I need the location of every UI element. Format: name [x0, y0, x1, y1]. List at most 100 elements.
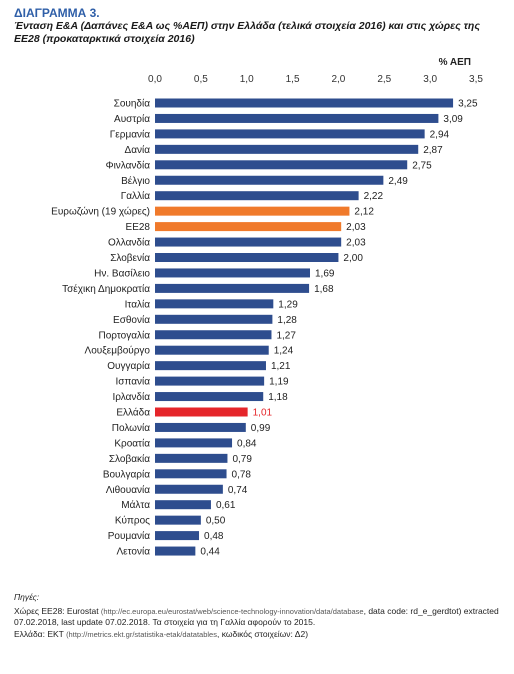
data-label: 0,74 — [228, 485, 248, 496]
data-label: 2,94 — [430, 129, 450, 140]
category-label: Μάλτα — [121, 499, 150, 511]
data-label: 2,12 — [354, 207, 374, 218]
bar — [155, 175, 384, 185]
data-label: 0,48 — [204, 531, 224, 542]
bar — [155, 222, 342, 232]
bar — [155, 361, 266, 371]
data-label: 0,99 — [251, 423, 271, 434]
category-label: Βέλγιο — [121, 175, 150, 187]
x-tick-label: 0,0 — [148, 74, 162, 85]
data-label: 2,03 — [346, 238, 366, 249]
data-label: 3,09 — [443, 114, 463, 125]
data-label: 2,49 — [388, 176, 408, 187]
bar — [155, 422, 246, 432]
sources-heading: Πηγές: — [14, 592, 40, 602]
data-label: 0,50 — [206, 516, 226, 527]
category-label: ΕΕ28 — [126, 222, 151, 233]
bar — [155, 484, 223, 494]
x-tick-label: 2,0 — [331, 74, 345, 85]
data-label: 0,61 — [216, 500, 236, 511]
category-label: Δανία — [125, 144, 151, 156]
category-label: Λετονία — [116, 546, 150, 558]
category-label: Ην. Βασίλειο — [94, 267, 150, 279]
data-label: 1,29 — [278, 299, 298, 310]
data-label: 1,01 — [253, 408, 273, 419]
data-label: 1,19 — [269, 377, 289, 388]
bar — [155, 299, 274, 309]
x-tick-label: 1,0 — [240, 74, 254, 85]
bar — [155, 453, 228, 463]
bar — [155, 237, 342, 247]
chart-number: ΔΙΑΓΡΑΜΜΑ 3. — [14, 6, 100, 20]
x-tick-label: 3,5 — [469, 74, 483, 85]
category-label: Ρουμανία — [108, 530, 150, 542]
category-label: Σλοβακία — [109, 453, 150, 465]
bar — [155, 392, 264, 402]
source-eurostat-url: (http://ec.europa.eu/eurostat/web/scienc… — [100, 606, 364, 616]
category-label: Τσέχικη Δημοκρατία — [62, 283, 150, 295]
bar — [155, 469, 227, 479]
chart-header: ΔΙΑΓΡΑΜΜΑ 3. Ένταση Ε&Α (Δαπάνες Ε&Α ως … — [14, 6, 504, 46]
data-label: 0,78 — [232, 469, 252, 480]
data-label: 1,24 — [274, 346, 294, 357]
category-label: Ιταλία — [125, 298, 151, 310]
source-ekt-prefix: Ελλάδα: ΕΚΤ — [14, 628, 67, 639]
data-label: 3,25 — [458, 99, 478, 110]
chart-title: Ένταση Ε&Α (Δαπάνες Ε&Α ως %ΑΕΠ) στην Ελ… — [14, 20, 480, 45]
bar — [155, 160, 408, 170]
data-label: 1,21 — [271, 361, 291, 372]
category-label: Γερμανία — [110, 128, 150, 140]
x-tick-label: 1,5 — [286, 74, 300, 85]
bar — [155, 407, 248, 417]
data-label: 1,69 — [315, 268, 335, 279]
x-tick-label: 3,0 — [423, 74, 437, 85]
category-label: Πορτογαλία — [99, 329, 151, 341]
bar — [155, 98, 454, 108]
bar — [155, 314, 273, 324]
bar — [155, 191, 359, 201]
data-label: 2,03 — [346, 222, 366, 233]
axis-unit-label: % ΑΕΠ — [439, 57, 471, 68]
category-label: Γαλλία — [121, 190, 151, 202]
category-label: Βουλγαρία — [103, 468, 150, 480]
bar — [155, 268, 310, 278]
source-ekt-url: (http://metrics.ekt.gr/statistika-etak/d… — [66, 629, 217, 639]
bar — [155, 129, 425, 139]
data-label: 2,22 — [364, 191, 384, 202]
category-label: Σουηδία — [114, 98, 151, 110]
source-line-ekt: Ελλάδα: ΕΚΤ (http://metrics.ekt.gr/stati… — [14, 629, 506, 641]
bar — [155, 515, 201, 525]
bar — [155, 438, 233, 448]
source-eurostat-prefix: Χώρες ΕΕ28: Eurostat — [14, 605, 101, 616]
category-label: Εσθονία — [113, 314, 150, 326]
bar — [155, 283, 310, 293]
sources-note: Πηγές: Χώρες ΕΕ28: Eurostat (http://ec.e… — [14, 592, 506, 640]
category-label: Αυστρία — [114, 113, 150, 125]
source-ekt-suffix: , κωδικός στοιχείων: Δ2) — [216, 628, 309, 639]
category-label: Φινλανδία — [106, 159, 151, 171]
bar — [155, 376, 265, 386]
data-label: 2,00 — [343, 253, 363, 264]
category-label: Κροατία — [114, 437, 150, 449]
data-label: 0,84 — [237, 438, 257, 449]
bar — [155, 345, 269, 355]
bar — [155, 500, 211, 510]
category-label: Ισπανία — [116, 376, 151, 388]
data-label: 2,75 — [412, 160, 432, 171]
data-label: 1,18 — [268, 392, 288, 403]
x-tick-label: 2,5 — [377, 74, 391, 85]
bar — [155, 206, 350, 216]
category-label: Ουγγαρία — [107, 360, 150, 372]
category-label: Λιθουανία — [106, 484, 150, 496]
bar — [155, 144, 419, 154]
source-eurostat-suffix: , data code: rd_e_gerdtot) extracted 07.… — [14, 605, 499, 628]
category-label: Ολλανδία — [108, 237, 150, 249]
category-label: Ελλάδα — [116, 407, 150, 419]
category-label: Ευρωζώνη (19 χώρες) — [51, 206, 150, 218]
data-label: 0,44 — [200, 547, 220, 558]
data-label: 1,68 — [314, 284, 334, 295]
source-line-eurostat: Χώρες ΕΕ28: Eurostat (http://ec.europa.e… — [14, 606, 506, 629]
bar — [155, 113, 439, 123]
bar — [155, 330, 272, 340]
data-label: 0,79 — [232, 454, 252, 465]
